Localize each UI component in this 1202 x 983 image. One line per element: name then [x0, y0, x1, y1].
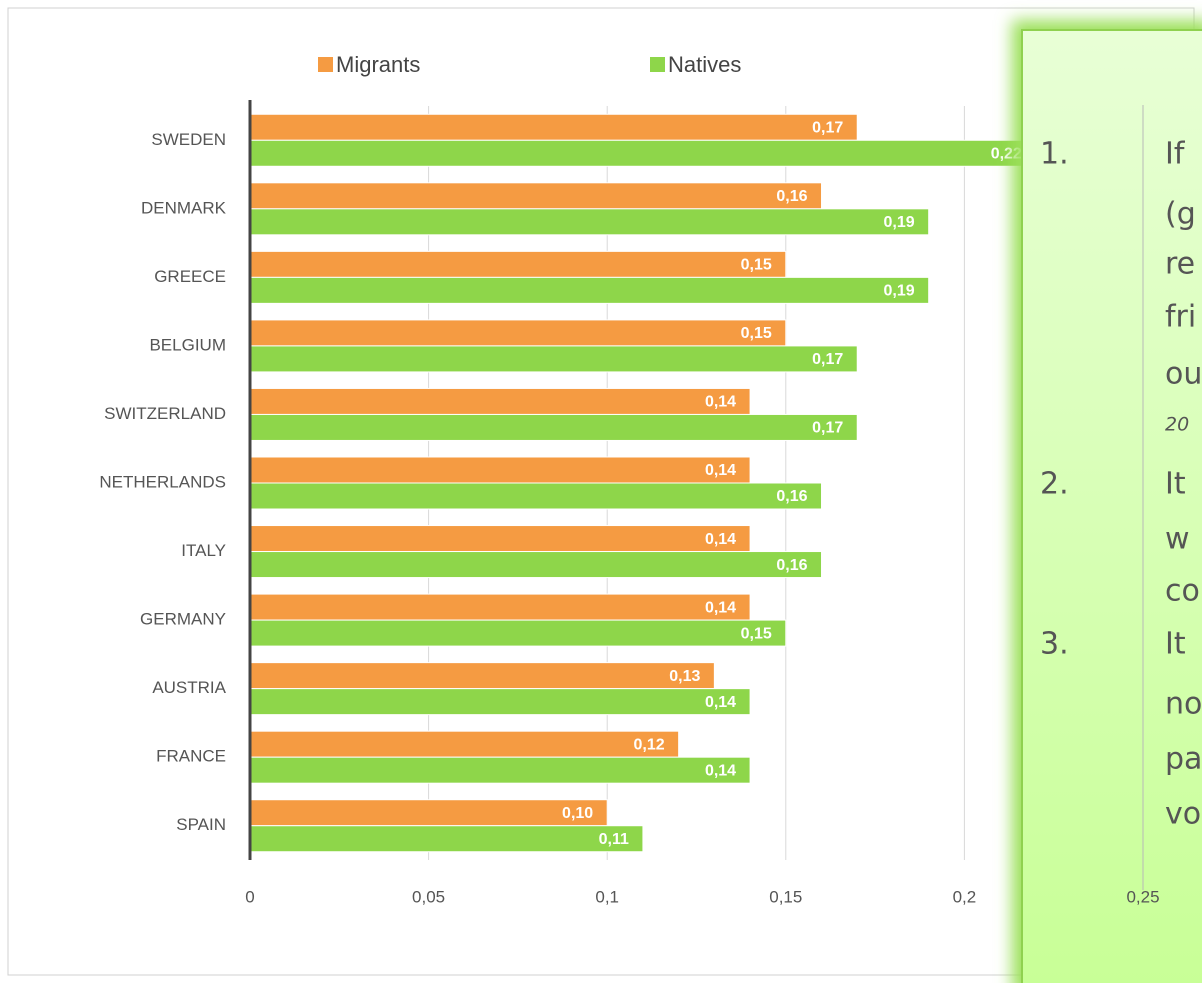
bar	[249, 387, 751, 415]
y-tick-label: GERMANY	[140, 610, 226, 629]
item-text: re	[1165, 247, 1195, 282]
legend-label: Natives	[668, 52, 741, 77]
value-label: 0,14	[705, 599, 736, 616]
value-label: 0,14	[705, 762, 736, 779]
bar	[249, 182, 823, 210]
legend-label: Migrants	[336, 52, 420, 77]
value-label: 0,17	[812, 420, 843, 437]
bar	[249, 619, 787, 647]
y-tick-label: DENMARK	[141, 198, 227, 217]
bar	[249, 208, 930, 236]
item-text: pa	[1165, 742, 1202, 777]
value-label: 0,16	[776, 188, 807, 205]
value-label: 0,10	[562, 805, 593, 822]
value-label: 0,14	[705, 531, 736, 548]
bar	[249, 482, 823, 510]
value-label: 0,15	[741, 257, 772, 274]
bar	[249, 662, 715, 690]
value-label: 0,14	[705, 462, 736, 479]
value-label: 0,15	[741, 325, 772, 342]
bar	[249, 525, 751, 553]
bar	[249, 345, 858, 373]
value-label: 0,17	[812, 351, 843, 368]
value-label: 0,19	[884, 214, 915, 231]
y-tick-label: NETHERLANDS	[99, 472, 226, 491]
y-tick-label: SWEDEN	[151, 130, 226, 149]
value-label: 0,19	[884, 283, 915, 300]
value-label: 0,13	[669, 668, 700, 685]
bar	[249, 756, 751, 784]
value-label: 0,11	[599, 831, 629, 848]
item-text: co	[1165, 574, 1200, 609]
y-tick-label: SPAIN	[176, 815, 226, 834]
bar	[249, 825, 644, 853]
y-tick-label: ITALY	[181, 541, 226, 560]
bar	[249, 113, 858, 141]
value-label: 0,17	[812, 119, 843, 136]
item-text: (g	[1165, 197, 1196, 232]
y-tick-label: FRANCE	[156, 747, 226, 766]
y-tick-label: AUSTRIA	[152, 678, 226, 697]
value-label: 0,15	[741, 625, 772, 642]
y-tick-label: SWITZERLAND	[104, 404, 226, 423]
y-tick-label: BELGIUM	[149, 335, 226, 354]
item-text: fri	[1165, 300, 1196, 335]
bar	[249, 319, 787, 347]
value-label: 0,12	[633, 736, 664, 753]
item-text: vo	[1165, 797, 1201, 832]
x-tick-label: 0,2	[953, 887, 977, 906]
bar	[249, 250, 787, 278]
x-tick-label: 0,25	[1126, 887, 1159, 906]
x-tick-label: 0,1	[595, 887, 619, 906]
legend-swatch	[318, 57, 333, 72]
bar	[249, 456, 751, 484]
bar	[249, 593, 751, 621]
text-box	[1021, 29, 1202, 983]
x-tick-label: 0,15	[769, 887, 802, 906]
y-tick-label: GREECE	[154, 267, 226, 286]
item-number: 1.	[1040, 137, 1069, 172]
item-text: w	[1165, 522, 1190, 557]
item-text: 20	[1165, 414, 1189, 436]
item-text: If	[1165, 137, 1186, 172]
bar	[249, 688, 751, 716]
value-label: 0,14	[705, 394, 736, 411]
value-label: 0,16	[776, 488, 807, 505]
bar	[249, 413, 858, 441]
bar	[249, 139, 1037, 167]
item-text: no	[1165, 687, 1202, 722]
bar	[249, 799, 608, 827]
item-number: 2.	[1040, 467, 1069, 502]
bar	[249, 551, 823, 579]
value-label: 0,16	[776, 557, 807, 574]
x-tick-label: 0	[245, 887, 254, 906]
x-tick-label: 0,05	[412, 887, 445, 906]
value-label: 0,14	[705, 694, 736, 711]
bar	[249, 276, 930, 304]
item-number: 3.	[1040, 627, 1069, 662]
item-text: It	[1165, 467, 1186, 502]
item-text: ou	[1165, 357, 1202, 392]
legend-swatch	[650, 57, 665, 72]
bar	[249, 730, 680, 758]
item-text: It	[1165, 627, 1186, 662]
